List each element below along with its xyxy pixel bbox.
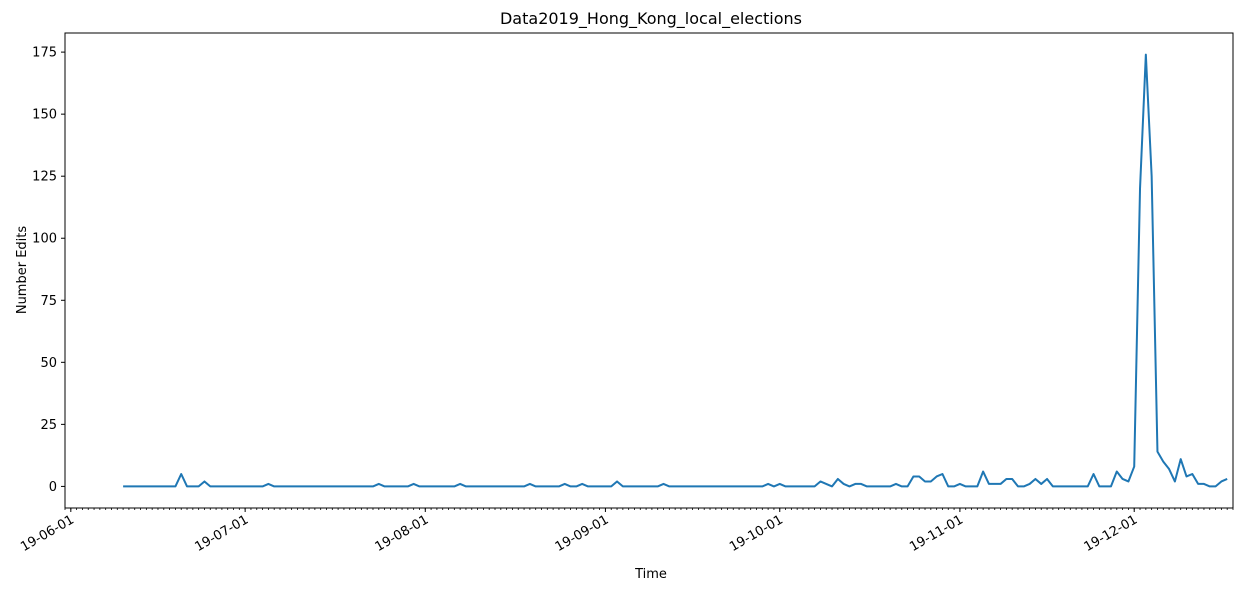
y-tick-label: 125: [32, 170, 57, 185]
y-axis-ticks: 0 25 50 75 100 125 150 175: [32, 46, 65, 495]
y-tick-label: 75: [40, 294, 57, 309]
y-tick-label: 150: [32, 108, 57, 123]
x-tick-label: 19-08-01: [373, 512, 432, 554]
x-tick-label: 19-06-01: [18, 512, 77, 554]
x-tick-label: 19-09-01: [553, 512, 612, 554]
x-axis-label: Time: [634, 567, 667, 582]
x-tick-label: 19-10-01: [727, 512, 786, 554]
y-axis-label: Number Edits: [15, 226, 30, 315]
x-tick-label: 19-07-01: [193, 512, 252, 554]
plot-frame: [64, 32, 1234, 509]
x-axis-ticks: 19-06-01 19-07-01 19-08-01 19-09-01 19-10-01…: [18, 508, 1140, 555]
chart-title: Data2019_Hong_Kong_local_elections: [500, 9, 802, 29]
y-tick-label: 100: [32, 232, 57, 247]
y-tick-label: 0: [49, 480, 57, 495]
x-tick-label: 19-12-01: [1082, 512, 1141, 554]
x-tick-label: 19-11-01: [907, 512, 966, 554]
series-line: [123, 53, 1228, 488]
y-tick-label: 50: [40, 356, 57, 371]
y-tick-label: 175: [32, 46, 57, 61]
y-tick-label: 25: [40, 418, 57, 433]
